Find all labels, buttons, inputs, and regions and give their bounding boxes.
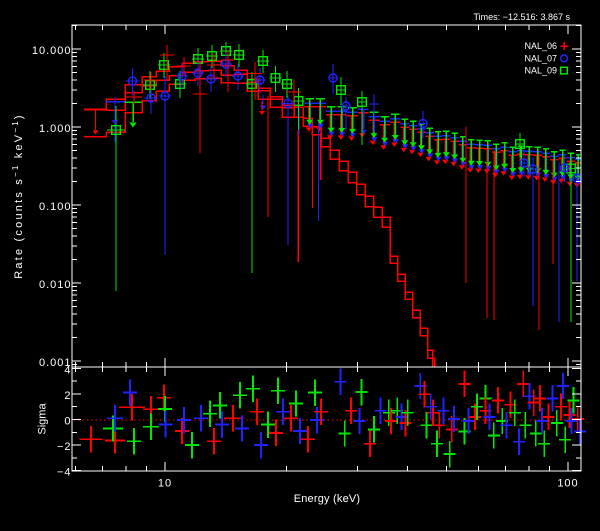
svg-text:0: 0 — [64, 416, 71, 428]
svg-text:NAL_06: NAL_06 — [524, 41, 557, 51]
svg-text:10.000: 10.000 — [32, 45, 72, 57]
svg-text:−4: −4 — [57, 467, 72, 479]
svg-text:100: 100 — [557, 478, 578, 490]
svg-text:0.100: 0.100 — [39, 201, 72, 213]
svg-text:0.010: 0.010 — [39, 279, 72, 291]
svg-text:Rate (counts s−1 keV−1): Rate (counts s−1 keV−1) — [11, 113, 25, 278]
svg-text:4: 4 — [64, 364, 71, 376]
svg-text:NAL_07: NAL_07 — [524, 54, 557, 64]
svg-text:2: 2 — [64, 390, 71, 402]
svg-text:−2: −2 — [57, 441, 72, 453]
svg-text:1.000: 1.000 — [39, 123, 72, 135]
svg-text:10: 10 — [158, 478, 172, 490]
svg-text:Times: −12.516: 3.867 s: Times: −12.516: 3.867 s — [474, 12, 571, 22]
svg-text:Sigma: Sigma — [37, 403, 49, 435]
svg-text:0.001: 0.001 — [39, 357, 72, 369]
svg-text:Energy (keV): Energy (keV) — [294, 493, 361, 505]
svg-text:NAL_09: NAL_09 — [524, 66, 557, 76]
